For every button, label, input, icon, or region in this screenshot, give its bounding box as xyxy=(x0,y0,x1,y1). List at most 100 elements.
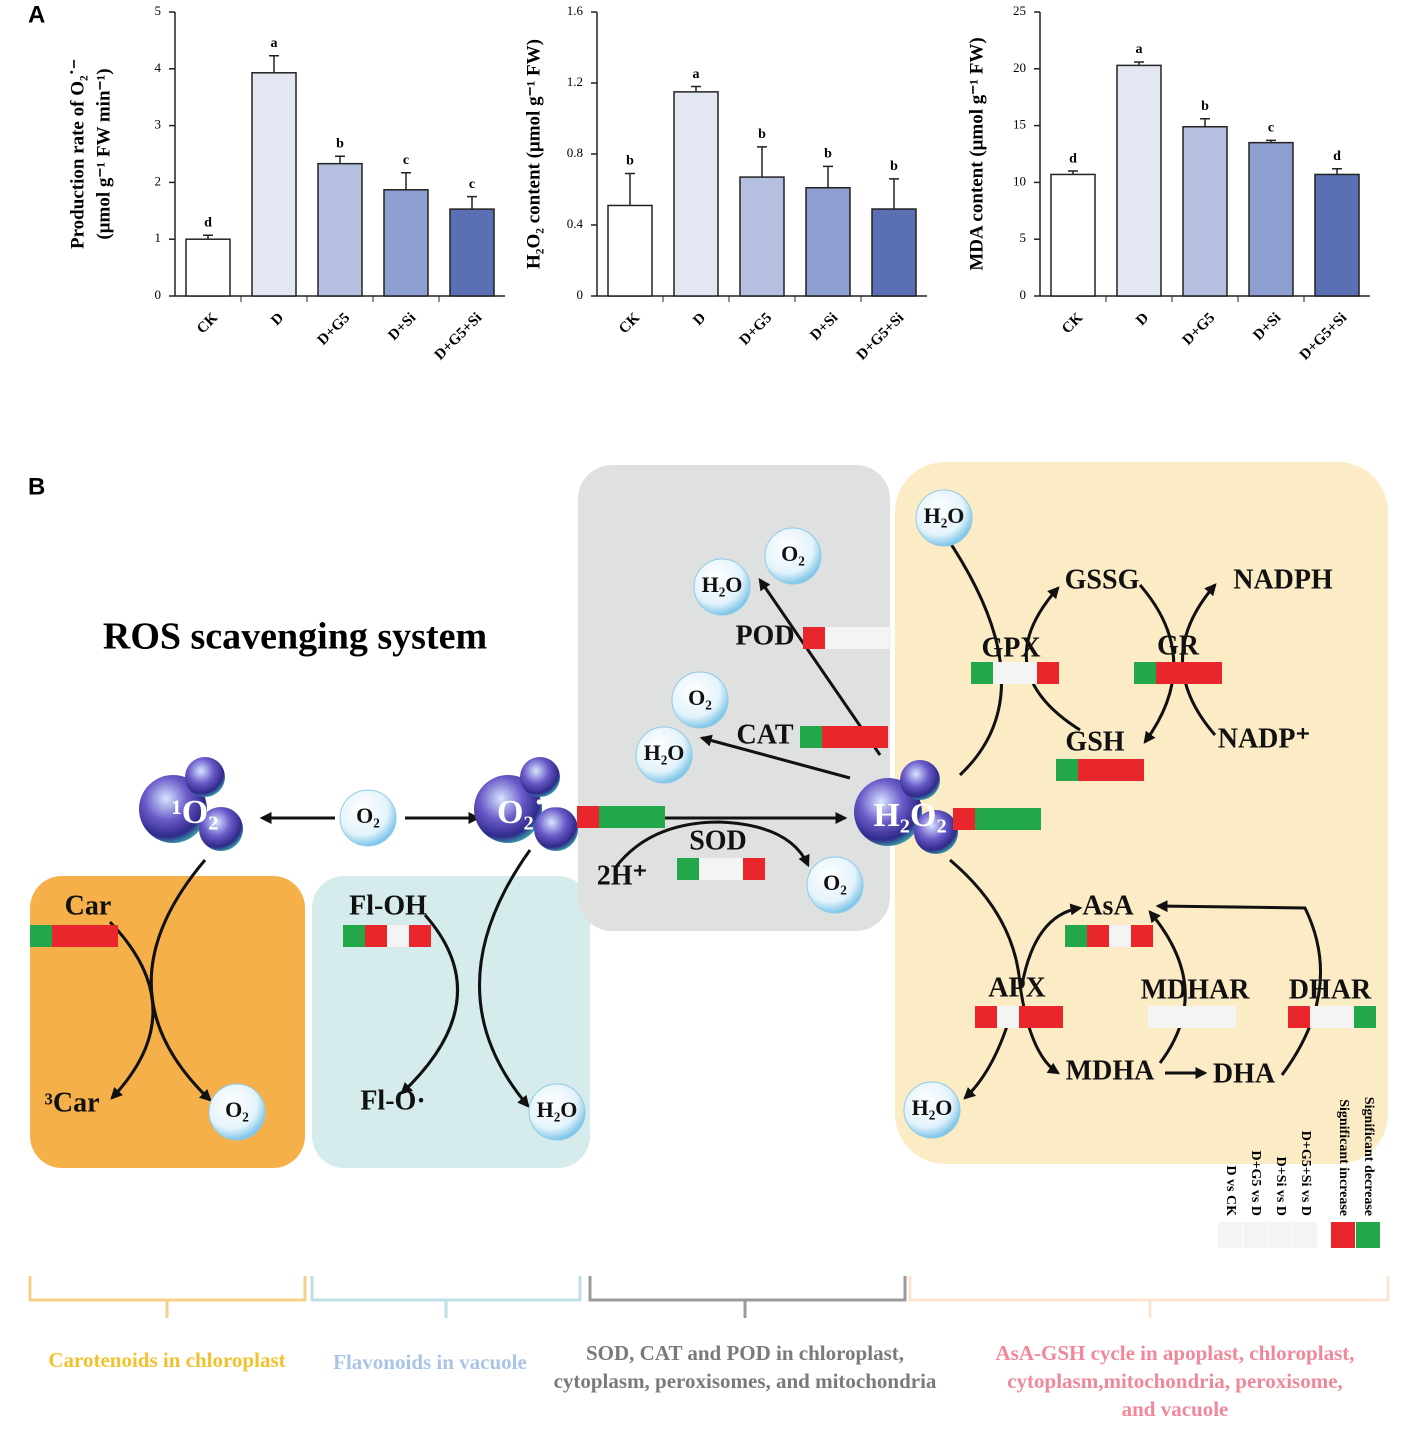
bubble xyxy=(764,527,822,585)
strip-cell xyxy=(1037,662,1059,684)
node: NADP⁺ xyxy=(1218,723,1311,754)
bracket xyxy=(28,1276,307,1318)
strip-cell xyxy=(621,806,643,828)
bubble xyxy=(474,775,542,843)
bubble xyxy=(635,726,693,784)
node: GPX xyxy=(971,632,1059,684)
node: Fl-O· xyxy=(360,1085,425,1116)
bar xyxy=(805,186,851,297)
bar xyxy=(251,72,297,297)
node-label: H₂O₂ xyxy=(873,797,946,834)
node: MDHAR xyxy=(1141,974,1250,1028)
legend-label: Significant decrease xyxy=(1361,1097,1376,1216)
strip-cell xyxy=(30,925,52,947)
y-tick-label: 3 xyxy=(155,117,162,132)
x-tick-label: CK xyxy=(616,310,643,337)
legend-cell xyxy=(1293,1222,1317,1248)
bubble xyxy=(185,757,225,797)
strip-cell xyxy=(803,627,825,649)
node-label: Fl-OH xyxy=(349,890,427,921)
strip-cell xyxy=(1109,925,1131,947)
legend-swatch xyxy=(1356,1222,1380,1248)
error-bar xyxy=(1332,168,1342,175)
region-label: cytoplasm, peroxisomes, and mitochondria xyxy=(554,1369,937,1393)
annotation: d xyxy=(1333,149,1341,164)
y-tick-label: 0 xyxy=(155,287,162,302)
strip-cell xyxy=(1332,1006,1354,1028)
error-bar xyxy=(823,165,833,188)
y-axis-label: H₂O₂ content (μmol g⁻¹ FW) xyxy=(523,39,544,269)
bar xyxy=(1314,173,1360,297)
node-label: H₂O xyxy=(537,1097,578,1122)
strip-cell xyxy=(643,806,665,828)
bubble xyxy=(900,760,940,800)
legend-cell xyxy=(1268,1222,1292,1248)
bar xyxy=(383,189,429,297)
x-tick-label: D+G5+Si xyxy=(1297,310,1350,363)
y-tick-label: 4 xyxy=(155,60,162,75)
node-label: O₂ xyxy=(781,541,805,566)
arrow xyxy=(149,859,212,1102)
arrow xyxy=(1155,900,1322,1076)
strip-cell xyxy=(1019,808,1041,830)
legend-swatch xyxy=(1331,1222,1355,1248)
error-bar xyxy=(203,234,213,240)
region-label: Flavonoids in vacuole xyxy=(333,1350,527,1374)
node: SOD xyxy=(677,825,765,880)
legend-label: D vs CK xyxy=(1223,1165,1238,1216)
x-tick-label: D+G5 xyxy=(737,310,776,349)
arrow xyxy=(1020,903,1083,986)
strip-cell xyxy=(409,925,431,947)
bubble xyxy=(915,489,973,547)
region-box xyxy=(895,462,1388,1164)
node: NADPH xyxy=(1233,564,1333,595)
panel-label: B xyxy=(28,473,45,500)
annotation: b xyxy=(890,159,898,174)
strip-cell xyxy=(52,925,74,947)
annotation: b xyxy=(824,147,832,162)
annotation: b xyxy=(758,127,766,142)
error-bar xyxy=(335,155,345,164)
node-label: CAT xyxy=(736,719,793,750)
bubble xyxy=(903,1081,961,1139)
arrow xyxy=(1181,583,1217,736)
node: O₂ xyxy=(671,671,729,729)
node: O₂ xyxy=(339,789,397,847)
node: AsA xyxy=(1065,890,1153,947)
x-tick-label: D+G5 xyxy=(1180,310,1219,349)
node: POD xyxy=(735,620,891,651)
y-tick-label: 1 xyxy=(155,230,162,245)
x-tick-label: D+Si xyxy=(385,310,419,344)
y-tick-label: 0 xyxy=(577,287,584,302)
strip-cell xyxy=(971,662,993,684)
node: 2H⁺ xyxy=(597,860,648,891)
arrow xyxy=(1148,910,1187,1064)
panel-label: A xyxy=(28,1,45,28)
strip-cell xyxy=(1170,1006,1192,1028)
strip-cell xyxy=(721,858,743,880)
bubble xyxy=(339,789,397,847)
strip-cell xyxy=(1065,925,1087,947)
node: H₂O₂ xyxy=(854,760,1041,854)
node-label: Car xyxy=(65,890,112,921)
node-label: ³Car xyxy=(44,1087,99,1118)
bubble xyxy=(806,856,864,914)
strip-cell xyxy=(699,858,721,880)
node-label: O₂˙⁻ xyxy=(497,794,563,831)
node-label: NADPH xyxy=(1233,564,1333,595)
node: ³Car xyxy=(44,1087,99,1118)
node-label: NADP⁺ xyxy=(1218,723,1311,754)
strip-cell xyxy=(1148,1006,1170,1028)
node-label: MDHA xyxy=(1066,1055,1155,1086)
strip-cell xyxy=(1200,662,1222,684)
region-label: Carotenoids in chloroplast xyxy=(48,1348,285,1372)
strip-cell xyxy=(1015,662,1037,684)
region-label: cytoplasm,mitochondria, peroxisome, xyxy=(1007,1369,1343,1393)
bubble xyxy=(520,757,560,797)
strip-cell xyxy=(1178,662,1200,684)
node-label: APX xyxy=(988,972,1046,1003)
annotation: b xyxy=(626,154,634,169)
node: O₂ xyxy=(806,856,864,914)
strip-cell xyxy=(743,858,765,880)
